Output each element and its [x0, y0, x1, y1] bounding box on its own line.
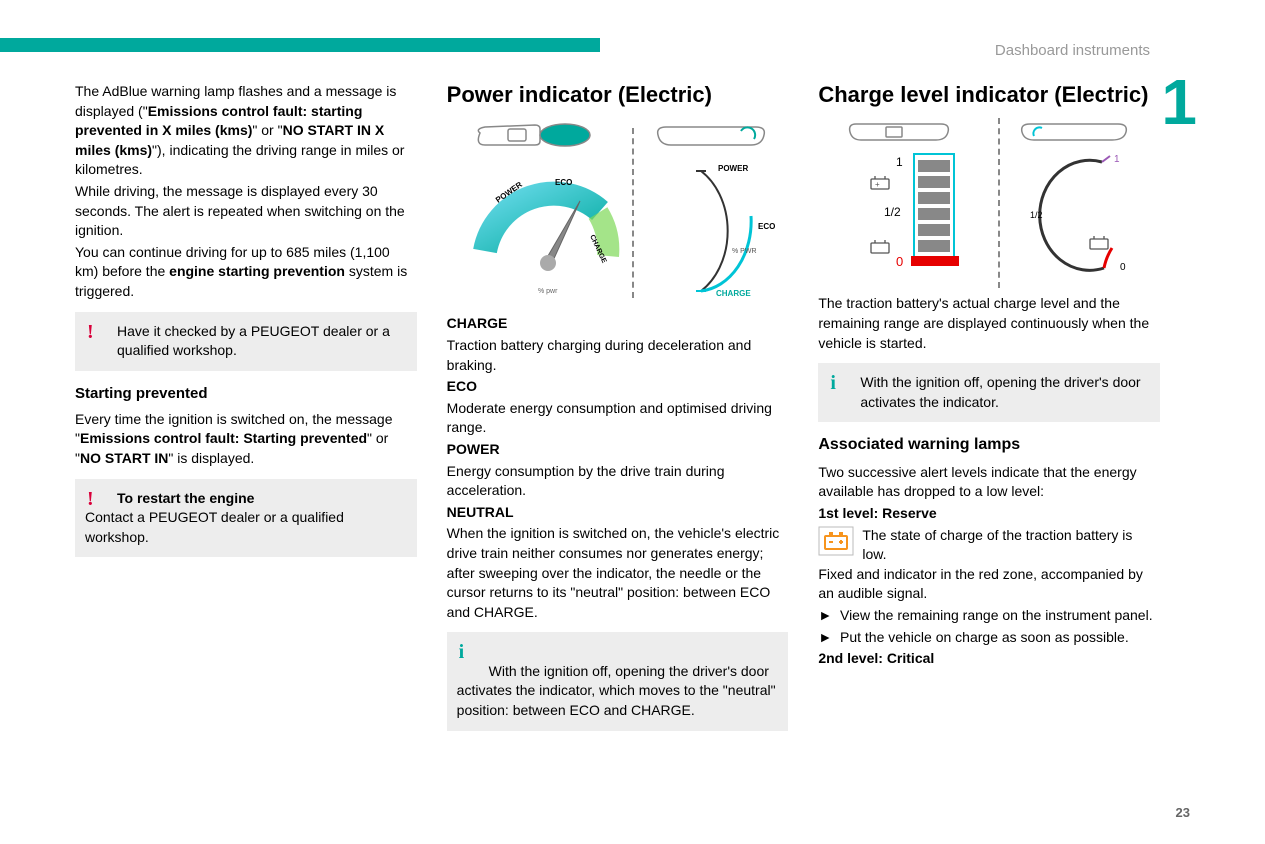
- charge-bar-gauge-icon: 1 1/2 0 +: [836, 118, 986, 288]
- column-2: Power indicator (Electric): [447, 82, 789, 741]
- level1-text2: Fixed and indicator in the red zone, acc…: [818, 565, 1160, 604]
- column-3: Charge level indicator (Electric) 1 1/2: [818, 82, 1160, 741]
- charge-level-diagram: 1 1/2 0 +: [818, 118, 1160, 288]
- col1-para1: The AdBlue warning lamp flashes and a me…: [75, 82, 417, 180]
- header-section-label: Dashboard instruments: [995, 40, 1150, 61]
- charge-heading: CHARGE: [447, 314, 789, 334]
- exclamation-icon: !: [87, 322, 94, 342]
- svg-text:1: 1: [1114, 154, 1120, 165]
- neutral-heading: NEUTRAL: [447, 503, 789, 523]
- charge-level-desc: The traction battery's actual charge lev…: [818, 294, 1160, 353]
- level2-heading: 2nd level: Critical: [818, 649, 1160, 669]
- level1-text3: ► View the remaining range on the instru…: [818, 606, 1160, 626]
- eco-text: Moderate energy consumption and optimise…: [447, 399, 789, 438]
- svg-text:+: +: [875, 180, 880, 189]
- diagram-separator: [632, 128, 634, 298]
- assoc-desc: Two successive alert levels indicate tha…: [818, 463, 1160, 502]
- heading-power-indicator: Power indicator (Electric): [447, 82, 789, 108]
- svg-text:0: 0: [896, 254, 903, 269]
- note-restart-engine: ! To restart the engine Contact a PEUGEO…: [75, 479, 417, 558]
- info-icon: i: [459, 642, 465, 662]
- heading-starting-prevented: Starting prevented: [75, 383, 417, 404]
- note-check-dealer: ! Have it checked by a PEUGEOT dealer or…: [75, 312, 417, 371]
- power-indicator-diagram: POWER ECO CHARGE % pwr POWER ECO CHARGE: [447, 118, 789, 308]
- svg-text:ECO: ECO: [555, 178, 572, 187]
- heading-charge-level: Charge level indicator (Electric): [818, 82, 1160, 108]
- power-gauge-analog-icon: POWER ECO CHARGE % pwr: [460, 121, 620, 306]
- heading-associated-lamps: Associated warning lamps: [818, 434, 1160, 456]
- col1-para4: Every time the ignition is switched on, …: [75, 410, 417, 469]
- svg-text:% PWR: % PWR: [732, 248, 757, 255]
- svg-text:1/2: 1/2: [884, 205, 901, 219]
- note-ignition-off-power: i With the ignition off, opening the dri…: [447, 632, 789, 730]
- svg-text:1/2: 1/2: [1030, 210, 1043, 220]
- content-columns: The AdBlue warning lamp flashes and a me…: [75, 82, 1160, 741]
- column-1: The AdBlue warning lamp flashes and a me…: [75, 82, 417, 741]
- power-heading: POWER: [447, 440, 789, 460]
- power-gauge-digital-icon: POWER ECO CHARGE % PWR: [646, 121, 776, 306]
- svg-text:CHARGE: CHARGE: [716, 289, 751, 298]
- svg-text:POWER: POWER: [718, 164, 748, 173]
- col1-para2: While driving, the message is displayed …: [75, 182, 417, 241]
- col1-para3: You can continue driving for up to 685 m…: [75, 243, 417, 302]
- charge-arc-gauge-icon: 1 1/2 0: [1012, 118, 1142, 288]
- charge-text: Traction battery charging during deceler…: [447, 336, 789, 375]
- neutral-text: When the ignition is switched on, the ve…: [447, 524, 789, 622]
- page-number: 23: [1176, 804, 1190, 822]
- level1-row: The state of charge of the traction batt…: [818, 526, 1160, 565]
- exclamation-icon: !: [87, 489, 94, 509]
- svg-text:1: 1: [896, 155, 903, 169]
- note-ignition-off-charge: i With the ignition off, opening the dri…: [818, 363, 1160, 422]
- svg-text:% pwr: % pwr: [538, 288, 558, 295]
- battery-warning-icon: [818, 526, 854, 556]
- info-icon: i: [830, 373, 836, 393]
- power-text: Energy consumption by the drive train du…: [447, 462, 789, 501]
- eco-heading: ECO: [447, 377, 789, 397]
- svg-text:ECO: ECO: [758, 222, 775, 231]
- diagram-separator: [998, 118, 1000, 288]
- level1-text4: ► Put the vehicle on charge as soon as p…: [818, 628, 1160, 648]
- svg-text:0: 0: [1120, 262, 1126, 273]
- chapter-number: 1: [1161, 70, 1197, 134]
- top-accent-bar: [0, 38, 600, 52]
- level1-heading: 1st level: Reserve: [818, 504, 1160, 524]
